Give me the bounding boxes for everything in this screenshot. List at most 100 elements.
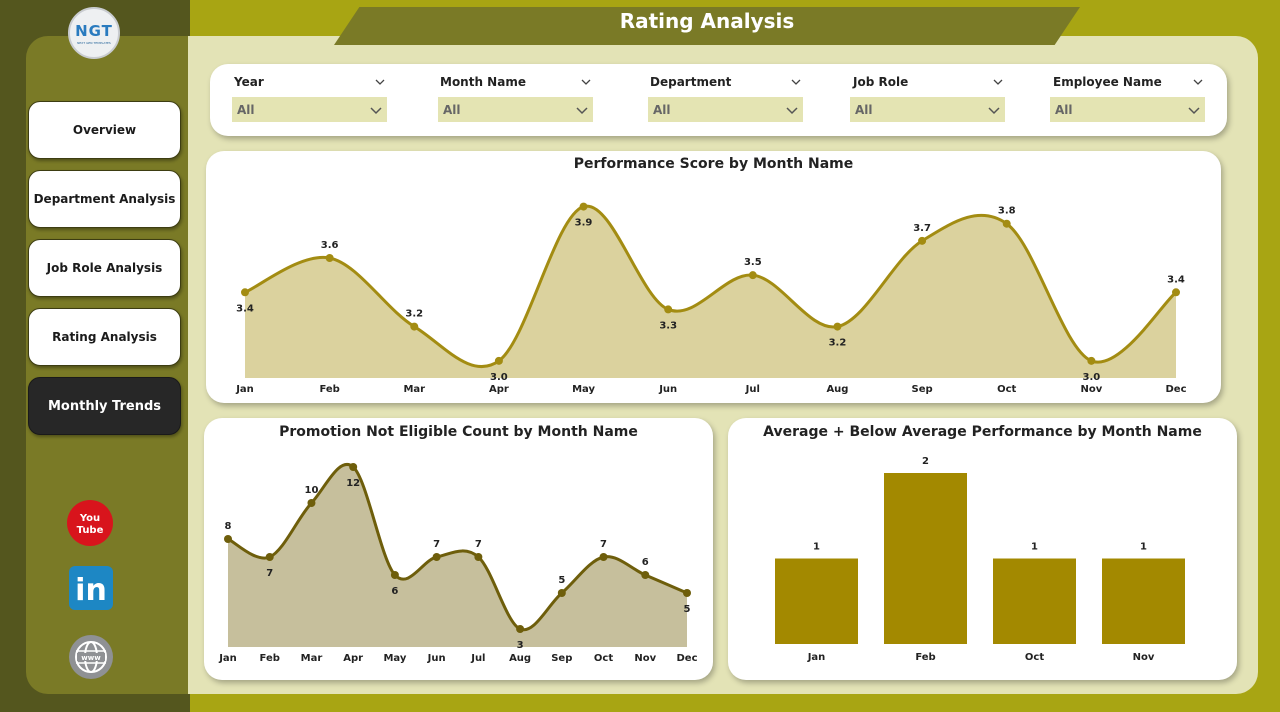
bar xyxy=(993,558,1076,644)
x-tick-label: Apr xyxy=(343,653,363,664)
nav-button-monthly-trends[interactable]: Monthly Trends xyxy=(28,377,181,435)
logo-text: NGT xyxy=(75,21,113,40)
data-label: 1 xyxy=(1031,542,1038,553)
nav-label-department-analysis: Department Analysis xyxy=(33,192,176,206)
chevron-down-icon xyxy=(786,106,798,114)
youtube-text-top: You xyxy=(79,513,100,524)
data-label: 10 xyxy=(304,485,318,496)
data-label: 3.4 xyxy=(1167,274,1185,285)
data-label: 1 xyxy=(1140,542,1147,553)
chevron-down-icon xyxy=(1188,106,1200,114)
below-average-performance-chart: 1 Jan 2 Feb 1 Oct 1 Nov xyxy=(775,456,1185,663)
filter-label-department: Department xyxy=(650,75,732,89)
area-fill xyxy=(245,206,1176,378)
youtube-icon[interactable]: You Tube xyxy=(67,500,113,546)
filter-value-job-role: All xyxy=(855,102,873,117)
filter-value-month-name: All xyxy=(443,102,461,117)
chevron-down-icon xyxy=(370,106,382,114)
filter-label-month-name: Month Name xyxy=(440,75,526,89)
data-label: 3.4 xyxy=(236,303,254,314)
x-tick-label: May xyxy=(383,653,406,664)
filter-select-employee-name[interactable]: All xyxy=(1050,97,1205,122)
chevron-down-icon[interactable] xyxy=(374,76,386,88)
company-logo[interactable]: NGT NEXT GEN TEMPLATES xyxy=(68,7,120,59)
filter-select-job-role[interactable]: All xyxy=(850,97,1005,122)
data-label: 7 xyxy=(433,539,440,550)
bar xyxy=(884,473,967,644)
x-tick-label: Aug xyxy=(826,384,848,395)
data-point xyxy=(224,535,232,543)
data-label: 2 xyxy=(922,456,929,467)
filter-select-year[interactable]: All xyxy=(232,97,387,122)
data-point xyxy=(579,202,588,211)
data-point xyxy=(664,305,673,314)
nav-label-monthly-trends: Monthly Trends xyxy=(47,398,161,414)
data-point xyxy=(265,553,274,561)
chart-title: Promotion Not Eligible Count by Month Na… xyxy=(279,424,638,440)
youtube-text-bottom: Tube xyxy=(77,525,104,536)
filter-label-year: Year xyxy=(234,75,264,89)
logo-subtitle: NEXT GEN TEMPLATES xyxy=(77,40,111,45)
filter-label-job-role: Job Role xyxy=(853,75,909,89)
nav-button-job-role-analysis[interactable]: Job Role Analysis xyxy=(28,239,181,297)
promotion-not-eligible-chart-card: Promotion Not Eligible Count by Month Na… xyxy=(204,418,713,680)
x-tick-label: Feb xyxy=(260,653,280,664)
data-point xyxy=(390,571,399,579)
data-label: 1 xyxy=(813,542,820,553)
data-point xyxy=(432,553,441,561)
data-point xyxy=(307,499,316,507)
data-label: 3.7 xyxy=(913,223,931,234)
bar xyxy=(1102,558,1185,644)
data-label: 3.3 xyxy=(659,320,677,331)
area-fill xyxy=(228,464,687,647)
filter-select-month-name[interactable]: All xyxy=(438,97,593,122)
chevron-down-icon xyxy=(988,106,1000,114)
data-label: 7 xyxy=(266,568,273,579)
linkedin-icon[interactable]: in xyxy=(68,565,114,611)
filter-value-department: All xyxy=(653,102,671,117)
nav-button-rating-analysis[interactable]: Rating Analysis xyxy=(28,308,181,366)
chevron-down-icon[interactable] xyxy=(992,76,1004,88)
data-label: 3.9 xyxy=(575,218,593,229)
x-tick-label: Feb xyxy=(915,652,935,663)
x-tick-label: Apr xyxy=(489,384,509,395)
data-label: 3.2 xyxy=(829,338,847,349)
nav-label-job-role-analysis: Job Role Analysis xyxy=(46,261,163,275)
x-tick-label: Sep xyxy=(912,384,933,395)
x-tick-label: Nov xyxy=(1080,384,1102,395)
filter-select-department[interactable]: All xyxy=(648,97,803,122)
x-tick-label: Dec xyxy=(676,653,697,664)
x-tick-label: Mar xyxy=(403,384,425,395)
x-tick-label: Jan xyxy=(235,384,254,395)
data-label: 3.0 xyxy=(1083,372,1101,383)
nav-button-overview[interactable]: Overview xyxy=(28,101,181,159)
promotion-not-eligible-chart: 8 Jan 7 Feb 10 Mar 12 Apr 6 May 7 Jun 7 Jul 3 Aug 5 Sep 7 O… xyxy=(218,463,698,664)
website-globe-icon[interactable]: www xyxy=(68,634,114,680)
data-point xyxy=(410,322,419,331)
chevron-down-icon[interactable] xyxy=(790,76,802,88)
filter-label-employee-name: Employee Name xyxy=(1053,75,1162,89)
nav-button-department-analysis[interactable]: Department Analysis xyxy=(28,170,181,228)
data-point xyxy=(1172,288,1180,297)
data-point xyxy=(748,271,757,280)
x-tick-label: Oct xyxy=(594,653,613,664)
data-label: 3.8 xyxy=(998,206,1016,217)
data-point xyxy=(683,589,691,597)
x-tick-label: Dec xyxy=(1165,384,1186,395)
chart-title: Average + Below Average Performance by M… xyxy=(763,424,1202,440)
chevron-down-icon[interactable] xyxy=(580,76,592,88)
x-tick-label: Jun xyxy=(658,384,677,395)
data-point xyxy=(557,589,566,597)
data-point xyxy=(516,625,525,633)
chevron-down-icon xyxy=(576,106,588,114)
x-tick-label: Mar xyxy=(301,653,323,664)
data-point xyxy=(349,463,358,471)
filter-value-employee-name: All xyxy=(1055,102,1073,117)
x-tick-label: Nov xyxy=(1133,652,1155,663)
data-label: 6 xyxy=(391,586,398,597)
chevron-down-icon[interactable] xyxy=(1192,76,1204,88)
data-label: 7 xyxy=(475,539,482,550)
x-tick-label: May xyxy=(572,384,595,395)
data-point xyxy=(241,288,249,297)
performance-score-chart-card: Performance Score by Month Name 3.4 Jan 3.… xyxy=(206,151,1221,403)
